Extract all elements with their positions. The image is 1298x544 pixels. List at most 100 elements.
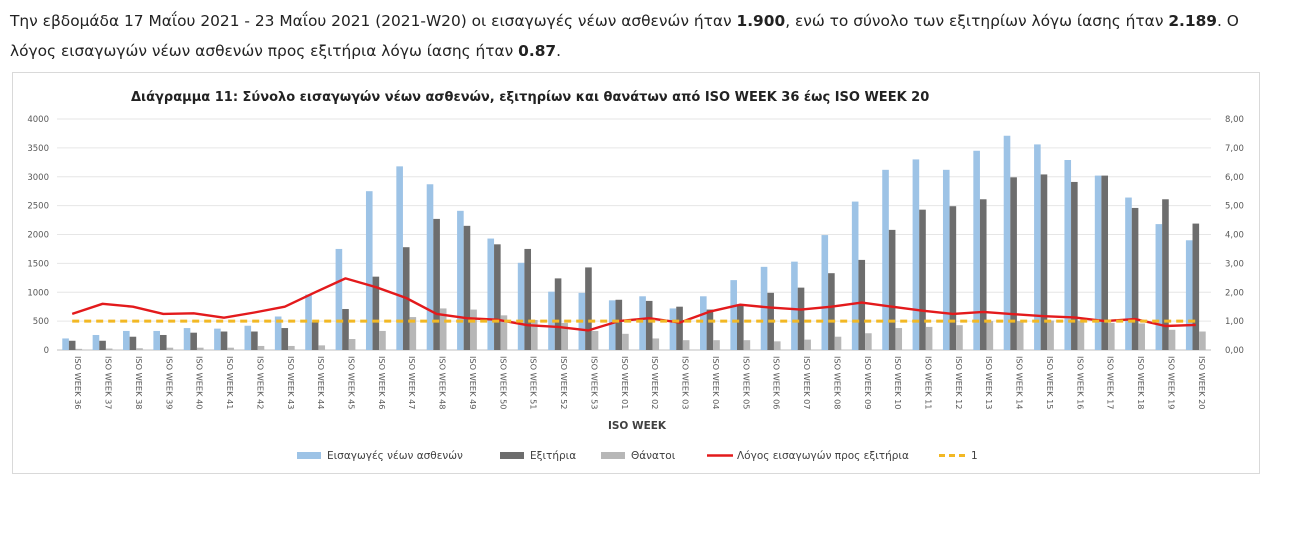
bar-discharges bbox=[706, 309, 714, 350]
bar-admissions bbox=[973, 150, 980, 350]
bar-discharges bbox=[1071, 181, 1078, 350]
bar-discharges bbox=[828, 273, 835, 350]
bar-discharges bbox=[1101, 175, 1109, 350]
x-tick-label: ISO WEEK 42 bbox=[255, 356, 265, 410]
bar-admissions bbox=[487, 238, 495, 350]
bar-deaths bbox=[622, 333, 629, 350]
bar-deaths bbox=[652, 338, 660, 350]
bar-deaths bbox=[743, 340, 751, 350]
bar-discharges bbox=[858, 259, 866, 350]
y2-tick-label: 0,00 bbox=[1225, 346, 1244, 356]
x-tick-label: ISO WEEK 16 bbox=[1075, 356, 1085, 410]
bar-admissions bbox=[244, 325, 252, 350]
x-tick-label: ISO WEEK 52 bbox=[559, 356, 569, 410]
intro-paragraph: Την εβδομάδα 17 Μαΐου 2021 - 23 Μαΐου 20… bbox=[10, 6, 1285, 66]
bar-discharges bbox=[615, 299, 623, 350]
bar-discharges bbox=[190, 332, 197, 350]
x-tick-label: ISO WEEK 40 bbox=[195, 356, 205, 410]
bar-deaths bbox=[895, 328, 903, 350]
bar-deaths bbox=[682, 340, 690, 350]
x-tick-label: ISO WEEK 39 bbox=[164, 356, 174, 410]
bar-deaths bbox=[865, 333, 872, 350]
bar-admissions bbox=[335, 248, 343, 350]
y2-tick-label: 6,00 bbox=[1225, 173, 1244, 183]
bar-admissions bbox=[274, 316, 282, 350]
x-tick-label: ISO WEEK 02 bbox=[650, 356, 660, 410]
x-tick-label: ISO WEEK 53 bbox=[589, 356, 599, 410]
y2-tick-label: 3,00 bbox=[1225, 259, 1244, 269]
bar-admissions bbox=[730, 280, 737, 350]
bar-discharges bbox=[281, 328, 289, 350]
y2-tick-label: 7,00 bbox=[1225, 144, 1244, 154]
bar-deaths bbox=[804, 339, 811, 350]
x-tick-label: ISO WEEK 05 bbox=[741, 356, 751, 410]
bar-discharges bbox=[736, 304, 744, 350]
chart-title: Διάγραμμα 11: Σύνολο εισαγωγών νέων ασθε… bbox=[131, 90, 929, 105]
discharges-value: 2.189 bbox=[1168, 12, 1218, 30]
x-tick-label: ISO WEEK 19 bbox=[1166, 356, 1176, 410]
legend-label: Λόγος εισαγωγών προς εξιτήρια bbox=[737, 450, 909, 462]
bar-discharges bbox=[676, 306, 683, 350]
chart-bars bbox=[62, 135, 1206, 350]
x-tick-label: ISO WEEK 44 bbox=[316, 356, 326, 410]
y-tick-label: 3000 bbox=[27, 173, 49, 183]
x-tick-label: ISO WEEK 07 bbox=[802, 356, 812, 410]
y2-tick-label: 2,00 bbox=[1225, 288, 1244, 298]
admissions-value: 1.900 bbox=[736, 12, 786, 30]
x-tick-label: ISO WEEK 47 bbox=[407, 356, 417, 410]
bar-discharges bbox=[979, 199, 987, 350]
bar-discharges bbox=[220, 331, 228, 350]
legend-label: Εξιτήρια bbox=[530, 450, 576, 462]
bar-discharges bbox=[433, 218, 440, 350]
x-tick-label: ISO WEEK 13 bbox=[984, 356, 994, 410]
bar-deaths bbox=[956, 325, 963, 350]
chart-lines bbox=[71, 277, 1196, 332]
bar-discharges bbox=[68, 340, 76, 350]
bar-discharges bbox=[129, 336, 137, 350]
x-tick-label: ISO WEEK 03 bbox=[681, 356, 691, 410]
bar-deaths bbox=[439, 308, 447, 350]
bar-discharges bbox=[645, 300, 653, 350]
bar-admissions bbox=[365, 191, 373, 350]
bar-deaths bbox=[1047, 320, 1054, 350]
bar-discharges bbox=[463, 225, 471, 350]
x-tick-label: ISO WEEK 01 bbox=[620, 356, 630, 410]
x-tick-label: ISO WEEK 12 bbox=[954, 356, 964, 410]
bar-admissions bbox=[1155, 224, 1163, 350]
x-tick-label: ISO WEEK 50 bbox=[498, 356, 508, 410]
chart-legend: Εισαγωγές νέων ασθενών Εξιτήρια Θάνατοι Λόγ… bbox=[297, 450, 978, 462]
bar-discharges bbox=[524, 248, 532, 350]
bar-deaths bbox=[561, 322, 568, 350]
x-tick-label: ISO WEEK 36 bbox=[73, 356, 83, 410]
legend-label: Θάνατοι bbox=[631, 450, 676, 462]
bar-discharges bbox=[949, 206, 957, 350]
bar-admissions bbox=[1034, 144, 1041, 350]
legend-swatch bbox=[500, 452, 524, 459]
bar-discharges bbox=[1192, 223, 1200, 350]
x-tick-label: ISO WEEK 14 bbox=[1015, 356, 1025, 410]
bar-admissions bbox=[305, 294, 312, 350]
intro-text-3: . Ο λόγος εισαγωγών νέων ασθενών προς εξ… bbox=[10, 12, 1239, 60]
bar-deaths bbox=[1199, 331, 1206, 350]
legend-item: Εισαγωγές νέων ασθενών bbox=[297, 450, 463, 462]
bar-deaths bbox=[75, 348, 83, 350]
bar-admissions bbox=[457, 210, 464, 350]
x-tick-label: ISO WEEK 08 bbox=[832, 356, 842, 410]
intro-text-4: . bbox=[556, 42, 562, 60]
bar-discharges bbox=[585, 267, 592, 350]
bar-admissions bbox=[791, 261, 798, 350]
bar-discharges bbox=[494, 244, 501, 350]
bar-admissions bbox=[760, 266, 768, 350]
bar-admissions bbox=[1125, 197, 1132, 350]
bar-deaths bbox=[1108, 322, 1115, 350]
y-tick-label: 2000 bbox=[27, 231, 49, 241]
bar-admissions bbox=[1003, 135, 1011, 350]
bar-deaths bbox=[1168, 329, 1176, 350]
bar-admissions bbox=[882, 169, 889, 350]
x-tick-label: ISO WEEK 15 bbox=[1045, 356, 1055, 410]
x-tick-label: ISO WEEK 04 bbox=[711, 356, 721, 410]
legend-item: Λόγος εισαγωγών προς εξιτήρια bbox=[707, 450, 909, 462]
x-tick-label: ISO WEEK 20 bbox=[1197, 356, 1207, 410]
bar-discharges bbox=[159, 334, 167, 350]
legend-swatch bbox=[601, 452, 625, 459]
